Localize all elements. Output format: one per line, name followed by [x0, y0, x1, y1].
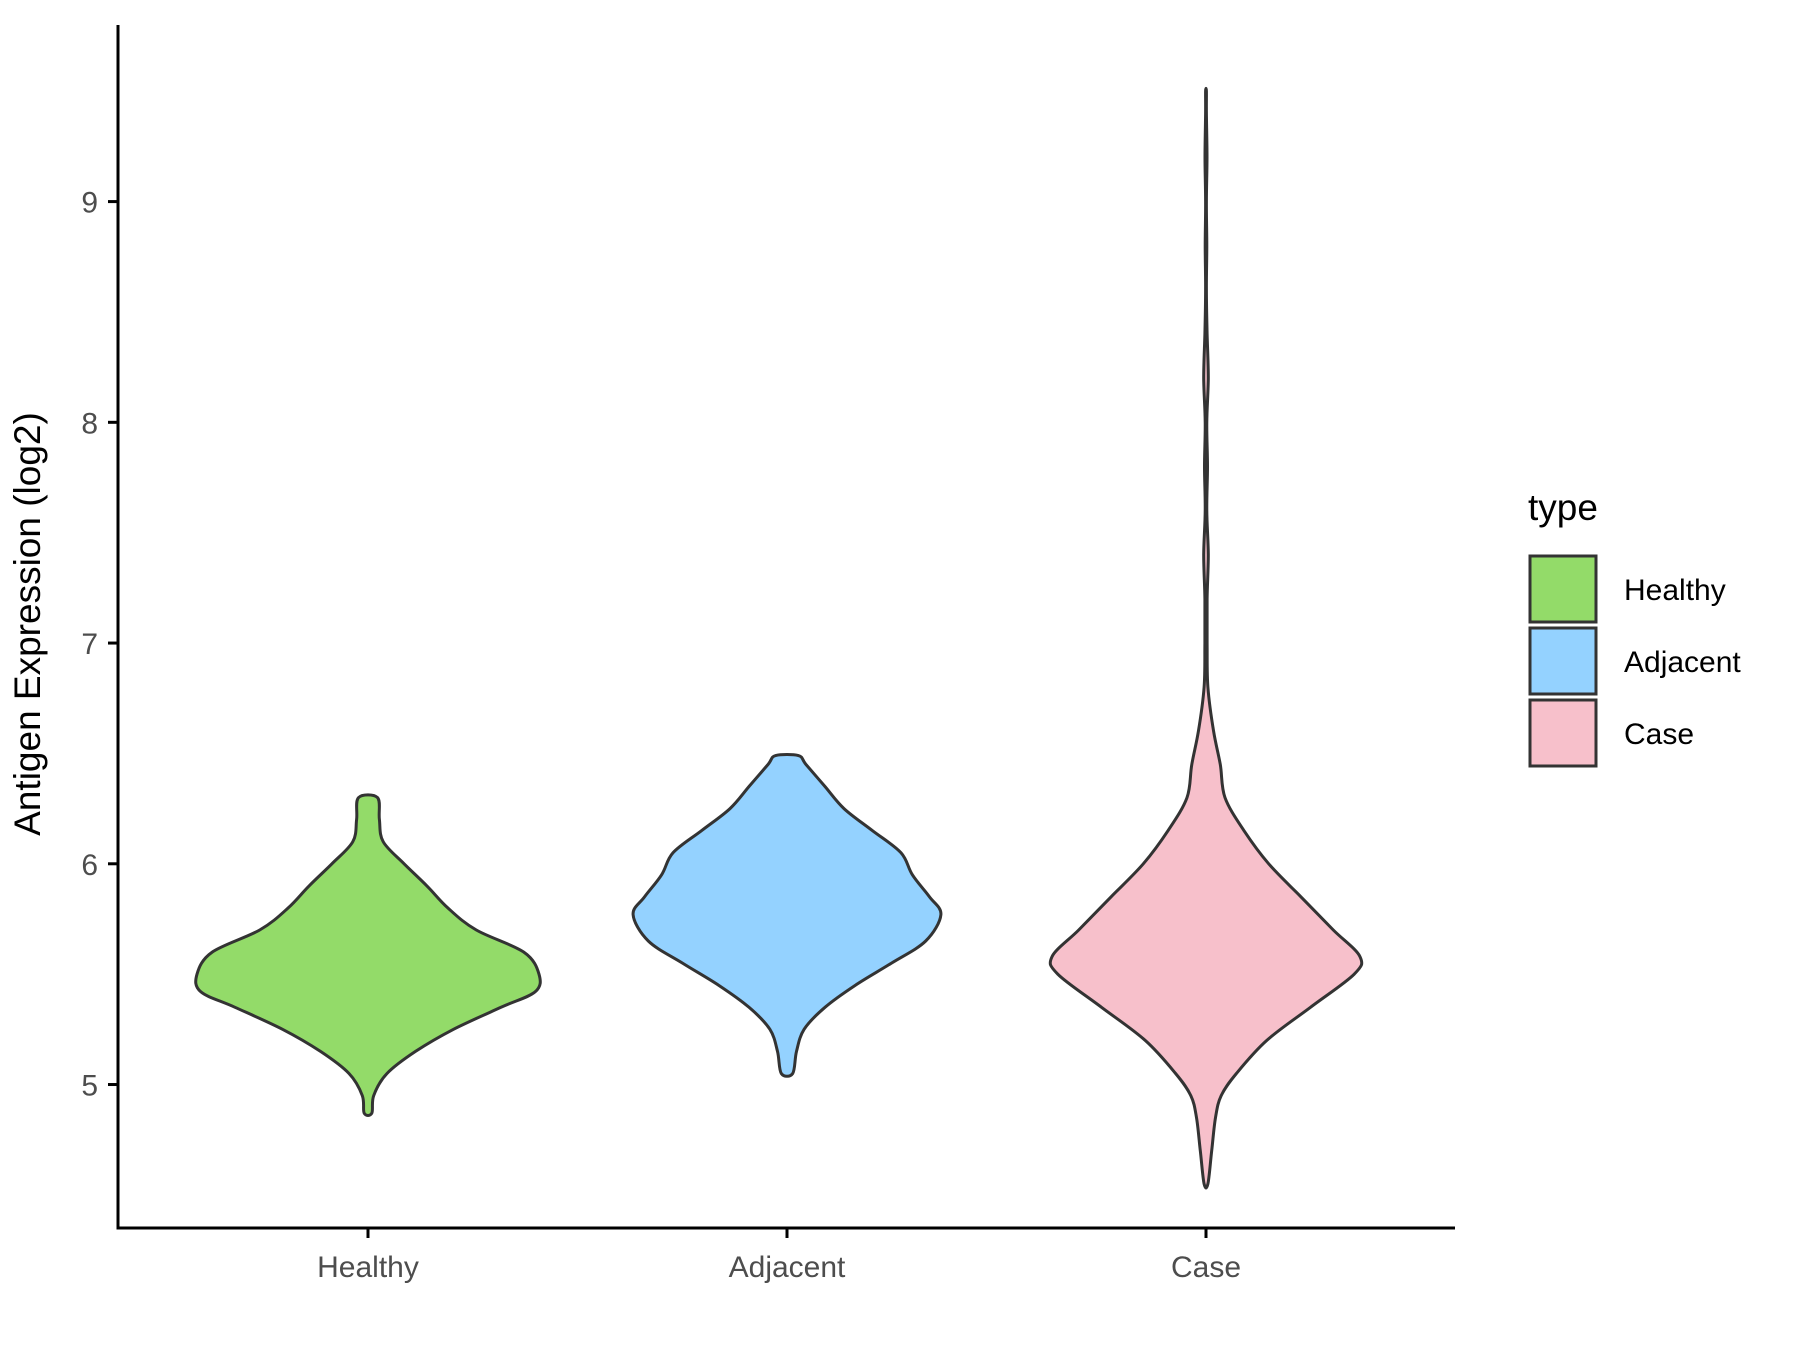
- y-tick-label: 7: [81, 628, 98, 661]
- legend-label-case: Case: [1624, 718, 1694, 751]
- x-tick-label: Adjacent: [729, 1251, 846, 1284]
- y-axis-title: Antigen Expression (log2): [7, 412, 48, 836]
- legend: type Healthy Adjacent Case: [1528, 487, 1741, 768]
- y-tick-label: 5: [81, 1070, 98, 1103]
- legend-swatch-case: [1528, 698, 1598, 768]
- violin-case: [1048, 86, 1364, 1190]
- x-tick-label: Case: [1171, 1251, 1241, 1284]
- x-axis-ticks: Healthy Adjacent Case: [317, 1228, 1241, 1284]
- legend-items: Healthy Adjacent Case: [1528, 554, 1741, 768]
- legend-title: type: [1528, 487, 1598, 528]
- y-tick-label: 8: [81, 407, 98, 440]
- violin-adjacent: [631, 753, 943, 1078]
- y-tick-label: 9: [81, 187, 98, 220]
- y-tick-label: 6: [81, 849, 98, 882]
- legend-swatch-healthy: [1528, 554, 1598, 624]
- legend-label-healthy: Healthy: [1624, 574, 1726, 607]
- legend-label-adjacent: Adjacent: [1624, 646, 1741, 679]
- x-tick-label: Healthy: [317, 1251, 419, 1284]
- y-axis-ticks: 5 6 7 8 9: [81, 187, 118, 1103]
- violin-healthy: [194, 793, 542, 1117]
- violins-layer: [194, 86, 1364, 1190]
- legend-swatch-adjacent: [1528, 626, 1598, 696]
